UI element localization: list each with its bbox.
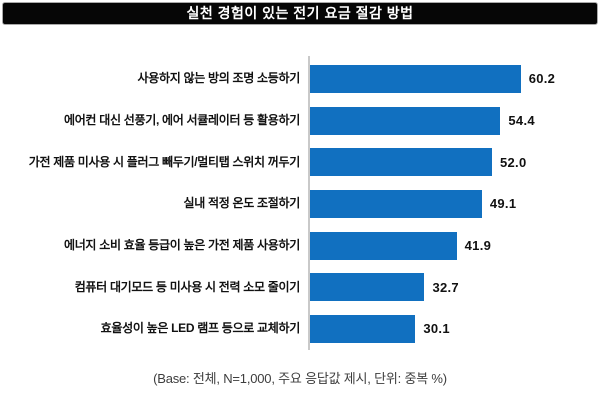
category-label: 에너지 소비 효율 등급이 높은 가전 제품 사용하기 — [63, 238, 300, 252]
bar — [310, 273, 425, 302]
bar — [310, 189, 482, 218]
bar-row: 효율성이 높은 LED 램프 등으로 교체하기 30.1 — [0, 308, 600, 350]
value-label: 32.7 — [432, 279, 459, 295]
bar — [310, 231, 457, 260]
bar-row: 사용하지 않는 방의 조명 소등하기 60.2 — [0, 58, 600, 100]
value-label: 49.1 — [489, 196, 517, 212]
bar-rows: 사용하지 않는 방의 조명 소등하기 60.2 에어컨 대신 선풍기, 에어 서큘레… — [0, 58, 600, 350]
category-label: 에어컨 대신 선풍기, 에어 서큘레이터 등 활용하기 — [63, 112, 300, 127]
category-label: 실내 적정 온도 조절하기 — [183, 196, 300, 211]
bar-row: 실내 적정 온도 조절하기 49.1 — [0, 183, 600, 225]
value-label: 41.9 — [464, 238, 492, 254]
bar — [310, 64, 521, 93]
category-label: 컴퓨터 대기모드 등 미사용 시 전력 소모 줄이기 — [74, 279, 301, 294]
bar-row: 에너지 소비 효율 등급이 높은 가전 제품 사용하기 41.9 — [0, 225, 600, 267]
category-label: 효율성이 높은 LED 램프 등으로 교체하기 — [100, 321, 301, 336]
bar-row: 에어컨 대신 선풍기, 에어 서큘레이터 등 활용하기 54.4 — [0, 100, 600, 142]
value-label: 60.2 — [528, 71, 556, 87]
value-label: 54.4 — [508, 113, 535, 129]
bar — [310, 314, 416, 343]
category-label: 가전 제품 미사용 시 플러그 빼두기/멀티탭 스위치 꺼두기 — [28, 154, 301, 169]
bar-row: 가전 제품 미사용 시 플러그 빼두기/멀티탭 스위치 꺼두기 52.0 — [0, 141, 600, 183]
y-axis-line — [308, 56, 310, 350]
value-label: 30.1 — [423, 321, 450, 337]
bar — [310, 106, 501, 135]
value-label: 52.0 — [500, 154, 527, 170]
category-label: 사용하지 않는 방의 조명 소등하기 — [137, 71, 301, 86]
chart-title: 실천 경험이 있는 전기 요금 절감 방법 — [2, 2, 598, 25]
bar-row: 컴퓨터 대기모드 등 미사용 시 전력 소모 줄이기 32.7 — [0, 266, 600, 308]
base-footnote: (Base: 전체, N=1,000, 주요 응답값 제시, 단위: 중복 %) — [153, 371, 447, 386]
bar — [310, 148, 492, 177]
bar-chart: 사용하지 않는 방의 조명 소등하기 60.2 에어컨 대신 선풍기, 에어 서큘레… — [0, 56, 600, 350]
